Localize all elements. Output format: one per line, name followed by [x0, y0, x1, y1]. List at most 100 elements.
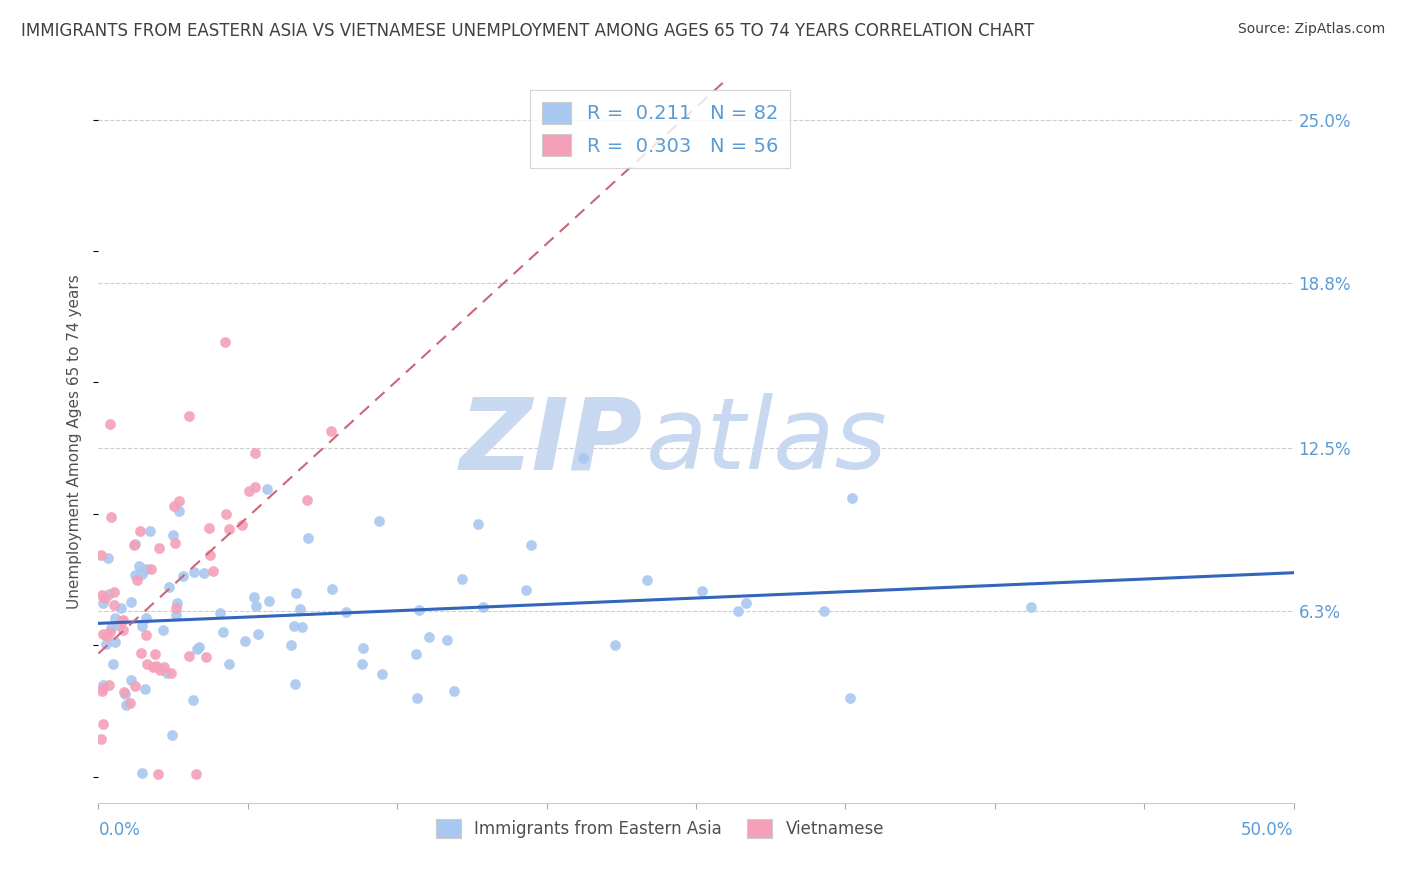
Point [1019, 600, 1042, 615]
Text: IMMIGRANTS FROM EASTERN ASIA VS VIETNAMESE UNEMPLOYMENT AMONG AGES 65 TO 74 YEAR: IMMIGRANTS FROM EASTERN ASIA VS VIETNAME… [21, 22, 1035, 40]
Point [436, 632, 458, 647]
Point [319, 424, 342, 438]
Point [214, 335, 236, 350]
Point [135, 628, 157, 642]
Point [321, 582, 343, 597]
Point [112, 624, 135, 638]
Point [152, 624, 174, 638]
Point [405, 647, 427, 661]
Point [167, 504, 190, 518]
Point [209, 606, 232, 620]
Point [134, 682, 156, 697]
Point [163, 499, 186, 513]
Point [184, 767, 207, 781]
Point [122, 538, 145, 552]
Point [201, 565, 224, 579]
Point [97, 678, 120, 692]
Point [143, 647, 166, 661]
Point [93, 717, 115, 731]
Point [101, 657, 124, 671]
Point [471, 600, 494, 615]
Point [107, 618, 129, 632]
Point [135, 562, 157, 576]
Point [735, 596, 758, 610]
Point [690, 583, 713, 598]
Point [166, 608, 188, 623]
Point [136, 657, 159, 672]
Point [128, 559, 150, 574]
Point [245, 599, 267, 614]
Point [103, 585, 125, 599]
Point [142, 660, 165, 674]
Point [146, 767, 169, 781]
Point [148, 541, 170, 555]
Text: 0.0%: 0.0% [98, 821, 141, 838]
Point [129, 646, 152, 660]
Point [163, 536, 186, 550]
Point [115, 698, 138, 712]
Point [135, 611, 157, 625]
Point [172, 569, 194, 583]
Point [467, 517, 489, 532]
Point [131, 766, 153, 780]
Point [179, 409, 201, 424]
Point [145, 659, 167, 673]
Point [186, 642, 208, 657]
Point [93, 627, 115, 641]
Point [245, 446, 267, 460]
Point [149, 663, 172, 677]
Point [91, 588, 114, 602]
Point [112, 685, 135, 699]
Point [284, 676, 307, 690]
Point [297, 492, 319, 507]
Point [120, 673, 142, 687]
Point [242, 591, 264, 605]
Point [451, 572, 474, 586]
Point [166, 596, 188, 610]
Point [352, 657, 374, 672]
Point [418, 630, 440, 644]
Point [235, 634, 257, 648]
Point [97, 550, 120, 565]
Point [813, 604, 835, 618]
Point [124, 537, 146, 551]
Point [100, 621, 122, 635]
Point [183, 566, 205, 580]
Point [104, 610, 127, 624]
Point [96, 629, 118, 643]
Point [131, 619, 153, 633]
Point [120, 697, 142, 711]
Point [98, 624, 121, 639]
Y-axis label: Unemployment Among Ages 65 to 74 years: Unemployment Among Ages 65 to 74 years [67, 274, 83, 609]
Point [104, 635, 127, 649]
Point [124, 679, 146, 693]
Point [112, 613, 135, 627]
Point [169, 494, 191, 508]
Point [162, 528, 184, 542]
Point [212, 624, 235, 639]
Point [198, 521, 221, 535]
Point [841, 491, 863, 505]
Point [297, 531, 319, 545]
Point [91, 684, 114, 698]
Point [218, 657, 240, 672]
Text: ZIP: ZIP [460, 393, 643, 490]
Point [120, 595, 142, 609]
Point [90, 731, 112, 746]
Point [103, 598, 125, 612]
Point [408, 603, 430, 617]
Point [247, 626, 270, 640]
Point [443, 684, 465, 698]
Point [288, 601, 311, 615]
Point [335, 605, 357, 619]
Point [572, 450, 595, 465]
Point [157, 580, 180, 594]
Point [603, 638, 626, 652]
Point [100, 510, 122, 524]
Point [128, 524, 150, 538]
Point [160, 666, 183, 681]
Point [231, 517, 253, 532]
Point [193, 566, 215, 581]
Legend: Immigrants from Eastern Asia, Vietnamese: Immigrants from Eastern Asia, Vietnamese [429, 813, 891, 845]
Point [218, 522, 240, 536]
